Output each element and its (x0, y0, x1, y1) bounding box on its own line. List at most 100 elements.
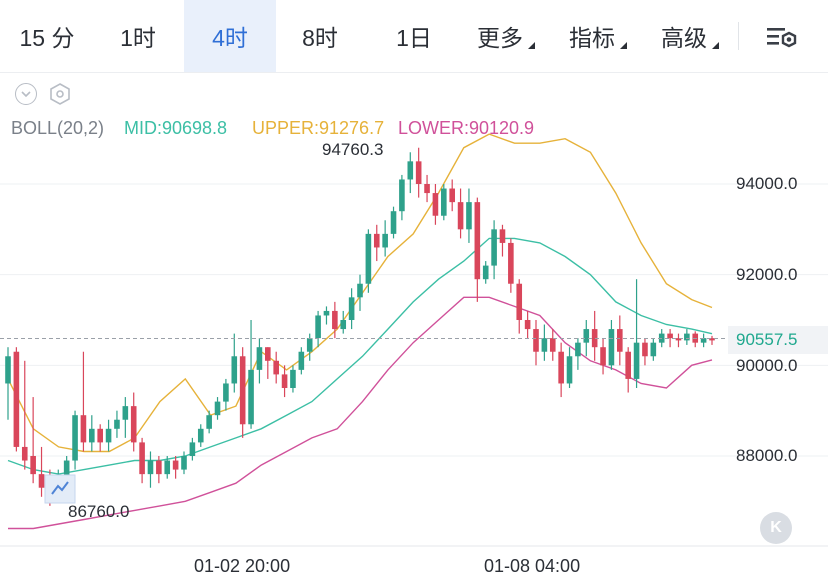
candle (407, 152, 414, 194)
candle (38, 446, 45, 497)
candle (591, 310, 598, 361)
candle (466, 188, 472, 243)
candle (482, 261, 489, 284)
candle-body (508, 242, 514, 284)
hexagon-settings-icon[interactable] (48, 82, 72, 106)
candle (382, 220, 388, 257)
candle-body (38, 474, 45, 488)
candle-body (524, 320, 531, 330)
candle-body (223, 383, 229, 402)
candle-body (63, 460, 70, 479)
chevron-down-icon (21, 91, 31, 98)
candle-body (181, 456, 187, 470)
candle (357, 274, 363, 311)
timeframe-8h[interactable]: 8时 (302, 25, 338, 51)
candle-body (248, 369, 254, 425)
candle (491, 220, 497, 280)
chart-settings-icon[interactable] (766, 24, 800, 52)
candle (692, 331, 699, 348)
candle-body (382, 233, 388, 248)
timeframe-4h[interactable]: 4时 (184, 0, 276, 72)
candle (549, 329, 556, 361)
candle (684, 329, 690, 345)
candle (499, 224, 506, 257)
candle-body (424, 184, 430, 194)
more-menu[interactable]: 更多 (477, 25, 523, 51)
indicators-menu[interactable]: 指标 (569, 25, 615, 51)
candle-body (583, 329, 590, 343)
low-marker-icon (44, 474, 76, 504)
candle (231, 333, 238, 393)
candle-body (30, 456, 36, 475)
candle-body (491, 229, 497, 266)
candle (197, 424, 204, 447)
candle (13, 347, 20, 452)
candlestick-chart[interactable] (0, 72, 828, 556)
timeframe-15m[interactable]: 15 分 (19, 25, 75, 51)
candle-body (340, 320, 347, 330)
candle-body (281, 374, 288, 388)
candle (617, 315, 623, 366)
candle-body (114, 419, 120, 429)
candle (650, 338, 657, 361)
boll-lower-line (8, 296, 713, 530)
candle-body (197, 428, 204, 443)
candle-body (122, 406, 129, 420)
candle-body (415, 161, 422, 184)
candle (348, 288, 355, 330)
candle (474, 197, 481, 302)
candle (172, 456, 179, 479)
candle-body (290, 369, 296, 388)
timeframe-1d[interactable]: 1日 (396, 25, 432, 51)
candle (298, 347, 305, 375)
candle-body (474, 202, 481, 280)
candle (164, 456, 171, 479)
candle-body (541, 338, 548, 352)
candle-body (667, 333, 673, 339)
candle-body (89, 428, 95, 443)
candle-body (239, 356, 246, 425)
candle-body (482, 265, 489, 280)
candle (189, 437, 196, 461)
candle-body (365, 233, 372, 284)
candle (290, 365, 296, 393)
candle (524, 310, 531, 339)
candle (139, 437, 145, 484)
candle-body (441, 188, 447, 216)
candle (223, 378, 229, 411)
candle-body (700, 338, 707, 343)
candle-body (348, 297, 355, 320)
timeframe-1h[interactable]: 1时 (120, 25, 156, 51)
candle (415, 147, 422, 198)
candle (340, 310, 347, 334)
candle-body (164, 460, 171, 475)
candle (281, 365, 288, 398)
candle (399, 174, 405, 221)
candle-body (373, 233, 380, 248)
candle (5, 347, 11, 420)
candle-body (189, 442, 196, 456)
candle-body (566, 356, 573, 384)
candle-body (97, 428, 103, 443)
candle (441, 184, 447, 221)
candle-body (80, 415, 87, 443)
candle (105, 419, 112, 452)
candle-body (273, 360, 279, 375)
candle-body (591, 329, 598, 348)
candle (248, 320, 254, 429)
k-line-icon[interactable]: K (760, 512, 792, 544)
y-tick-label: 94000.0 (736, 174, 798, 193)
candle (424, 174, 430, 203)
candle (365, 229, 372, 293)
candle-body (650, 342, 657, 357)
candle (30, 397, 36, 484)
candle (130, 392, 137, 452)
candle (323, 306, 330, 325)
current-price-label: 90557.5 (736, 330, 798, 349)
collapse-button[interactable] (15, 83, 37, 105)
candle (122, 397, 129, 438)
candle-body (684, 333, 690, 341)
advanced-menu[interactable]: 高级 (661, 25, 707, 51)
candle (206, 410, 212, 434)
candle-body (214, 401, 221, 416)
